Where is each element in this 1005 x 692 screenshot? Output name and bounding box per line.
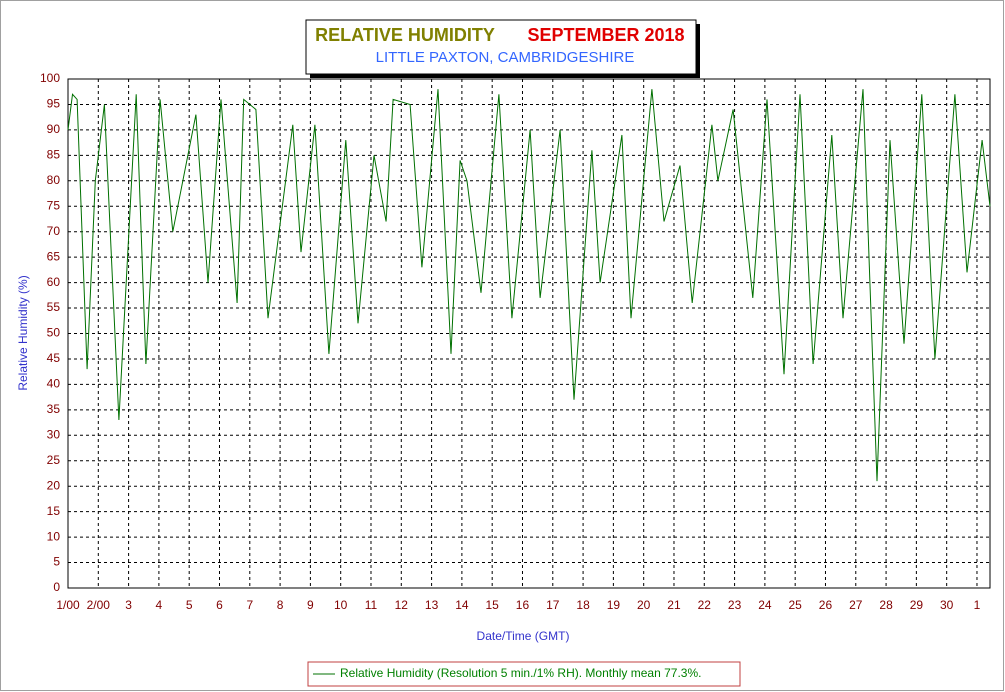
- x-tick-label: 11: [365, 598, 378, 612]
- data-line: [67, 89, 991, 482]
- x-tick-label: 28: [879, 598, 893, 612]
- y-tick-label: 75: [47, 198, 61, 212]
- legend-box: [307, 661, 741, 687]
- y-tick-label: 5: [53, 555, 60, 569]
- x-tick-label: 5: [186, 598, 193, 612]
- x-tick-label: 29: [910, 598, 924, 612]
- x-tick-label: 22: [698, 598, 712, 612]
- x-tick-label: 24: [758, 598, 772, 612]
- y-tick-label: 10: [47, 529, 61, 543]
- y-tick-label: 45: [47, 351, 61, 365]
- title-box: [305, 19, 697, 75]
- y-tick-label: 100: [40, 71, 60, 85]
- x-tick-label: 30: [940, 598, 954, 612]
- chart-title-2: SEPTEMBER 2018: [527, 25, 684, 45]
- y-tick-label: 55: [47, 300, 61, 314]
- x-tick-label: 25: [788, 598, 802, 612]
- y-tick-label: 60: [47, 275, 61, 289]
- y-tick-label: 85: [47, 148, 61, 162]
- chart-title: RELATIVE HUMIDITY: [315, 25, 495, 45]
- y-tick-label: 40: [47, 377, 61, 391]
- y-tick-label: 0: [53, 580, 60, 594]
- x-tick-label: 3: [125, 598, 132, 612]
- x-axis-label: Date/Time (GMT): [477, 629, 570, 643]
- x-tick-label: 10: [334, 598, 348, 612]
- y-tick-label: 70: [47, 224, 61, 238]
- chart-subtitle: LITTLE PAXTON, CAMBRIDGESHIRE: [376, 49, 635, 66]
- x-tick-label: 4: [156, 598, 163, 612]
- x-tick-label: 8: [277, 598, 284, 612]
- y-tick-label: 95: [47, 97, 61, 111]
- x-tick-label: 19: [607, 598, 621, 612]
- y-axis-label: Relative Humidity (%): [16, 275, 30, 390]
- x-tick-label: 6: [216, 598, 223, 612]
- x-tick-label: 1: [974, 598, 981, 612]
- x-tick-label: 9: [307, 598, 314, 612]
- x-tick-label: 7: [246, 598, 253, 612]
- x-tick-label: 26: [819, 598, 833, 612]
- y-tick-label: 80: [47, 173, 61, 187]
- x-tick-label: 2/00: [87, 598, 111, 612]
- x-tick-label: 17: [546, 598, 560, 612]
- y-tick-label: 15: [47, 504, 61, 518]
- plot-border: [67, 78, 991, 589]
- y-tick-label: 90: [47, 122, 61, 136]
- y-tick-label: 30: [47, 427, 61, 441]
- x-tick-label: 18: [576, 598, 590, 612]
- x-tick-label: 20: [637, 598, 651, 612]
- x-tick-label: 14: [455, 598, 469, 612]
- x-tick-label: 21: [667, 598, 681, 612]
- legend-label: Relative Humidity (Resolution 5 min./1% …: [340, 666, 701, 680]
- y-tick-label: 35: [47, 402, 61, 416]
- y-tick-label: 20: [47, 478, 61, 492]
- x-tick-label: 13: [425, 598, 439, 612]
- x-tick-label: 23: [728, 598, 742, 612]
- x-tick-label: 1/00: [56, 598, 80, 612]
- y-tick-label: 65: [47, 249, 61, 263]
- x-tick-label: 15: [486, 598, 500, 612]
- y-tick-label: 25: [47, 453, 61, 467]
- y-tick-label: 50: [47, 326, 61, 340]
- x-tick-label: 12: [395, 598, 409, 612]
- x-tick-label: 16: [516, 598, 530, 612]
- x-tick-label: 27: [849, 598, 863, 612]
